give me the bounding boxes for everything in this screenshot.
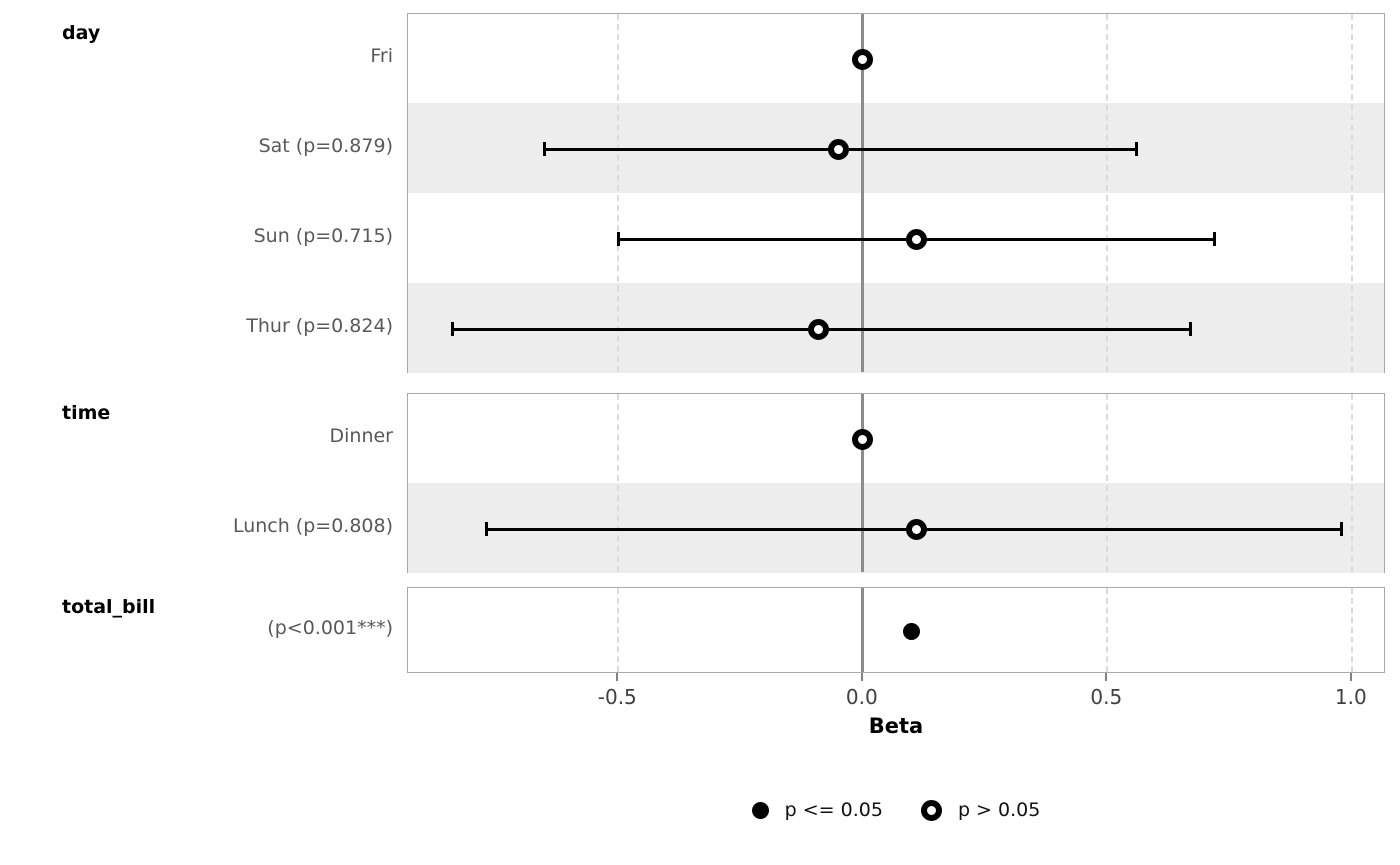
zero-reference-line bbox=[861, 588, 865, 672]
ci-cap-high bbox=[1213, 232, 1217, 246]
legend-label: p <= 0.05 bbox=[784, 799, 883, 821]
estimate-marker-filled bbox=[903, 622, 921, 640]
gridline-1.0 bbox=[1350, 14, 1353, 372]
ci-cap-low bbox=[616, 232, 620, 246]
gridline--0.5 bbox=[617, 394, 620, 572]
estimate-marker-open bbox=[852, 428, 874, 450]
estimate-marker-open bbox=[852, 48, 874, 70]
x-axis-tick-label-0.5: 0.5 bbox=[1090, 685, 1123, 709]
gridline-0.5 bbox=[1106, 394, 1109, 572]
gridline-1.0 bbox=[1350, 588, 1353, 672]
group-header-time: time bbox=[62, 402, 111, 424]
gridline--0.5 bbox=[617, 14, 620, 372]
x-axis-tick-1.0 bbox=[1349, 673, 1352, 681]
legend-marker-open-icon bbox=[920, 799, 942, 821]
gridline-0.5 bbox=[1106, 14, 1109, 372]
estimate-marker-open bbox=[827, 138, 849, 160]
ci-cap-high bbox=[1340, 522, 1344, 536]
estimate-marker-open bbox=[906, 228, 928, 250]
x-axis-title: Beta bbox=[868, 714, 924, 738]
x-axis-tick-label-1.0: 1.0 bbox=[1334, 685, 1367, 709]
row-label-day: Thur (p=0.824) bbox=[246, 315, 393, 337]
estimate-marker-open bbox=[906, 518, 928, 540]
row-label-time: Lunch (p=0.808) bbox=[232, 515, 393, 537]
group-header-day: day bbox=[62, 22, 101, 44]
legend: p <= 0.05 p > 0.05 bbox=[407, 799, 1385, 821]
gridline-1.0 bbox=[1350, 394, 1353, 572]
gridline--0.5 bbox=[617, 588, 620, 672]
panel-day bbox=[407, 13, 1385, 373]
zero-reference-line bbox=[861, 394, 865, 572]
zero-reference-line bbox=[861, 14, 865, 372]
ci-cap-low bbox=[450, 322, 454, 336]
legend-item-filled: p <= 0.05 bbox=[751, 799, 883, 821]
x-axis-tick-label--0.5: -0.5 bbox=[597, 685, 637, 709]
row-label-day: Sun (p=0.715) bbox=[253, 225, 393, 247]
x-axis-tick-0.0 bbox=[860, 673, 863, 681]
ci-cap-high bbox=[1188, 322, 1192, 336]
ci-cap-low bbox=[543, 142, 547, 156]
legend-label: p > 0.05 bbox=[957, 799, 1041, 821]
row-label-day: Fri bbox=[370, 45, 393, 67]
legend-item-open: p > 0.05 bbox=[920, 799, 1041, 821]
panel-total_bill bbox=[407, 587, 1385, 673]
ci-cap-high bbox=[1135, 142, 1139, 156]
x-axis-tick-label-0.0: 0.0 bbox=[845, 685, 878, 709]
ci-cap-low bbox=[484, 522, 488, 536]
x-axis-tick--0.5 bbox=[616, 673, 619, 681]
gridline-0.5 bbox=[1106, 588, 1109, 672]
row-label-total_bill: (p<0.001***) bbox=[267, 617, 393, 639]
row-label-time: Dinner bbox=[329, 425, 394, 447]
group-header-total_bill: total_bill bbox=[62, 596, 156, 618]
row-label-day: Sat (p=0.879) bbox=[258, 135, 393, 157]
panel-time bbox=[407, 393, 1385, 573]
legend-marker-filled-icon bbox=[751, 801, 769, 819]
estimate-marker-open bbox=[808, 318, 830, 340]
x-axis-tick-0.5 bbox=[1105, 673, 1108, 681]
